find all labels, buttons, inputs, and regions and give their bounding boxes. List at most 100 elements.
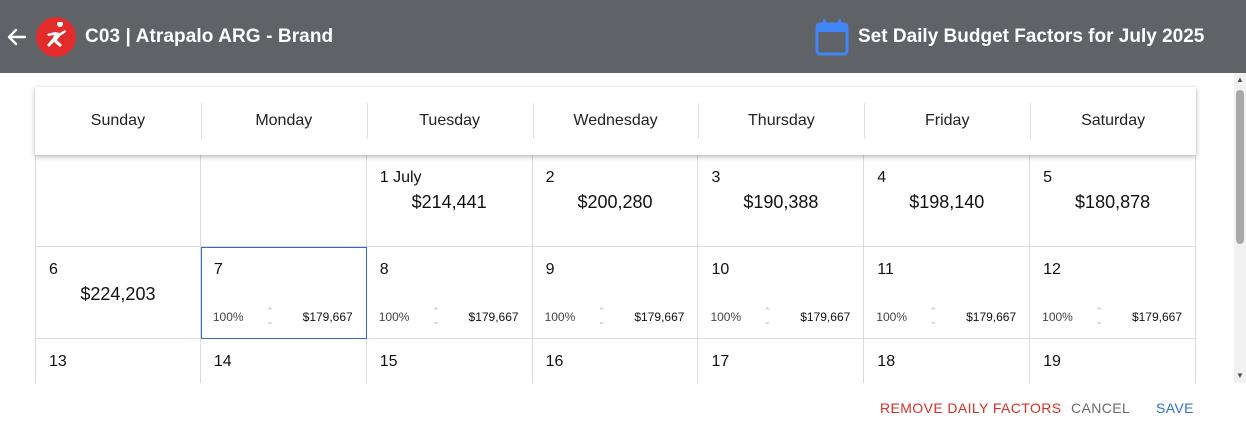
weekday-header: Sunday Monday Tuesday Wednesday Thursday…: [35, 87, 1196, 155]
chevron-up-icon[interactable]: ⌃: [929, 306, 938, 316]
factor-stepper[interactable]: ⌃ ⌄: [264, 307, 276, 327]
calendar-day-cell[interactable]: 2 $200,280: [533, 155, 699, 247]
factor-percent-input[interactable]: 100%: [212, 310, 244, 324]
week-row: 13 14 15 16 17 18 19: [35, 339, 1197, 383]
calendar-day-cell[interactable]: 4 $198,140: [864, 155, 1031, 247]
day-number: 6: [49, 261, 58, 278]
chevron-down-icon[interactable]: ⌄: [1095, 316, 1103, 326]
day-number: 8: [379, 261, 389, 278]
week-row: 1 July $214,441 2 $200,280 3 $190,388 4 …: [35, 155, 1197, 247]
day-budget: $200,280: [577, 192, 653, 212]
day-number: 15: [379, 353, 398, 370]
factor-percent-input[interactable]: 100%: [1042, 310, 1073, 324]
day-budget: $214,441: [411, 192, 487, 212]
factor-stepper[interactable]: ⌃ ⌄: [927, 307, 939, 327]
chevron-up-icon[interactable]: ⌃: [597, 306, 606, 316]
chevron-down-icon[interactable]: ⌄: [763, 316, 772, 326]
vertical-scrollbar[interactable]: ▲ ▼: [1234, 73, 1246, 383]
remove-daily-factors-button[interactable]: REMOVE DAILY FACTORS: [880, 400, 1062, 416]
chevron-down-icon[interactable]: ⌄: [597, 316, 606, 326]
day-number: 11: [877, 261, 894, 278]
calendar-day-cell[interactable]: 1 July $214,441: [367, 155, 533, 247]
weekday-monday: Monday: [200, 87, 367, 155]
factor-budget: $179,667: [468, 310, 519, 324]
day-number: 2: [545, 169, 555, 186]
factor-budget: $179,667: [966, 310, 1017, 324]
calendar-day-cell[interactable]: 10 100% ⌃ ⌄ $179,667: [698, 247, 865, 339]
runner-logo-icon: [36, 17, 76, 57]
scrollbar-thumb[interactable]: [1236, 90, 1244, 244]
factor-budget: $179,667: [1131, 310, 1183, 324]
factor-budget: $179,667: [634, 310, 685, 324]
day-number: 12: [1043, 261, 1061, 278]
calendar-day-cell-selected[interactable]: 7 100% ⌃ ⌄ $179,667: [200, 247, 367, 339]
chevron-down-icon[interactable]: ⌄: [431, 316, 440, 326]
save-button[interactable]: SAVE: [1156, 400, 1194, 416]
back-button[interactable]: [6, 24, 28, 50]
calendar-day-cell[interactable]: 3 $190,388: [698, 155, 865, 247]
weekday-tuesday: Tuesday: [366, 87, 533, 155]
calendar-empty-cell: [201, 155, 367, 247]
chevron-down-icon[interactable]: ⌄: [929, 316, 938, 326]
weekday-thursday: Thursday: [698, 87, 864, 155]
calendar-day-cell[interactable]: 6 $224,203: [35, 247, 201, 339]
calendar-day-cell[interactable]: 12 100% ⌃ ⌄ $179,667: [1030, 247, 1197, 339]
day-number: 5: [1043, 169, 1053, 186]
day-budget: $180,878: [1075, 192, 1151, 212]
day-budget: $224,203: [80, 284, 156, 304]
calendar-day-cell[interactable]: 15: [367, 339, 533, 383]
app-header: C03 | Atrapalo ARG - Brand Set Daily Bud…: [0, 0, 1246, 73]
day-number: 13: [49, 353, 67, 370]
factor-percent-input[interactable]: 100%: [378, 310, 410, 324]
day-number: 1 July: [379, 169, 422, 186]
calendar-day-cell[interactable]: 9 100% ⌃ ⌄ $179,667: [533, 247, 699, 339]
day-number: 16: [545, 353, 564, 370]
chevron-up-icon[interactable]: ⌃: [266, 306, 274, 316]
calendar-day-cell[interactable]: 17: [698, 339, 865, 383]
chevron-down-icon[interactable]: ⌄: [266, 316, 274, 326]
factor-percent-input[interactable]: 100%: [710, 310, 742, 324]
day-budget: $190,388: [743, 192, 819, 212]
weekday-saturday: Saturday: [1030, 87, 1196, 155]
chevron-up-icon[interactable]: ⌃: [763, 306, 772, 316]
chevron-up-icon[interactable]: ⌃: [1095, 306, 1103, 316]
day-number: 7: [213, 261, 223, 278]
scroll-down-arrow-icon[interactable]: ▼: [1236, 371, 1244, 380]
week-row: 6 $224,203 7 100% ⌃ ⌄ $179,667 8 100% ⌃ ⌄ …: [35, 247, 1197, 339]
day-number: 19: [1043, 353, 1061, 370]
day-number: 9: [545, 261, 555, 278]
calendar-day-cell[interactable]: 16: [533, 339, 699, 383]
factor-percent-input[interactable]: 100%: [876, 310, 907, 324]
calendar-icon: [815, 18, 849, 56]
scroll-up-arrow-icon[interactable]: ▲: [1236, 75, 1244, 84]
calendar-day-cell[interactable]: 11 100% ⌃ ⌄ $179,667: [864, 247, 1031, 339]
day-number: 17: [711, 353, 730, 370]
day-number: 18: [877, 353, 896, 370]
calendar-day-cell[interactable]: 14: [201, 339, 367, 383]
calendar-scroll-area[interactable]: Sunday Monday Tuesday Wednesday Thursday…: [0, 73, 1234, 383]
calendar-day-cell[interactable]: 18: [864, 339, 1031, 383]
factor-budget: $179,667: [800, 310, 851, 324]
arrow-left-icon: [7, 28, 27, 46]
calendar-grid: 1 July $214,441 2 $200,280 3 $190,388 4 …: [35, 155, 1197, 383]
factor-budget: $179,667: [302, 310, 353, 324]
cancel-button[interactable]: CANCEL: [1071, 400, 1131, 416]
factor-stepper[interactable]: ⌃ ⌄: [761, 307, 773, 327]
calendar-day-cell[interactable]: 19: [1030, 339, 1197, 383]
factor-stepper[interactable]: ⌃ ⌄: [430, 307, 442, 327]
day-number: 3: [711, 169, 721, 186]
calendar-day-cell[interactable]: 5 $180,878: [1030, 155, 1197, 247]
day-number: 14: [213, 353, 232, 370]
app-title: C03 | Atrapalo ARG - Brand: [85, 26, 334, 47]
calendar-empty-cell: [35, 155, 201, 247]
chevron-up-icon[interactable]: ⌃: [431, 306, 440, 316]
calendar-day-cell[interactable]: 8 100% ⌃ ⌄ $179,667: [367, 247, 533, 339]
weekday-sunday: Sunday: [90, 112, 146, 129]
calendar-day-cell[interactable]: 13: [35, 339, 201, 383]
weekday-friday: Friday: [864, 87, 1030, 155]
factor-stepper[interactable]: ⌃ ⌄: [596, 307, 608, 327]
day-number: 4: [877, 169, 887, 186]
dialog-title: Set Daily Budget Factors for July 2025: [858, 26, 1205, 47]
factor-stepper[interactable]: ⌃ ⌄: [1093, 307, 1105, 327]
factor-percent-input[interactable]: 100%: [544, 310, 576, 324]
